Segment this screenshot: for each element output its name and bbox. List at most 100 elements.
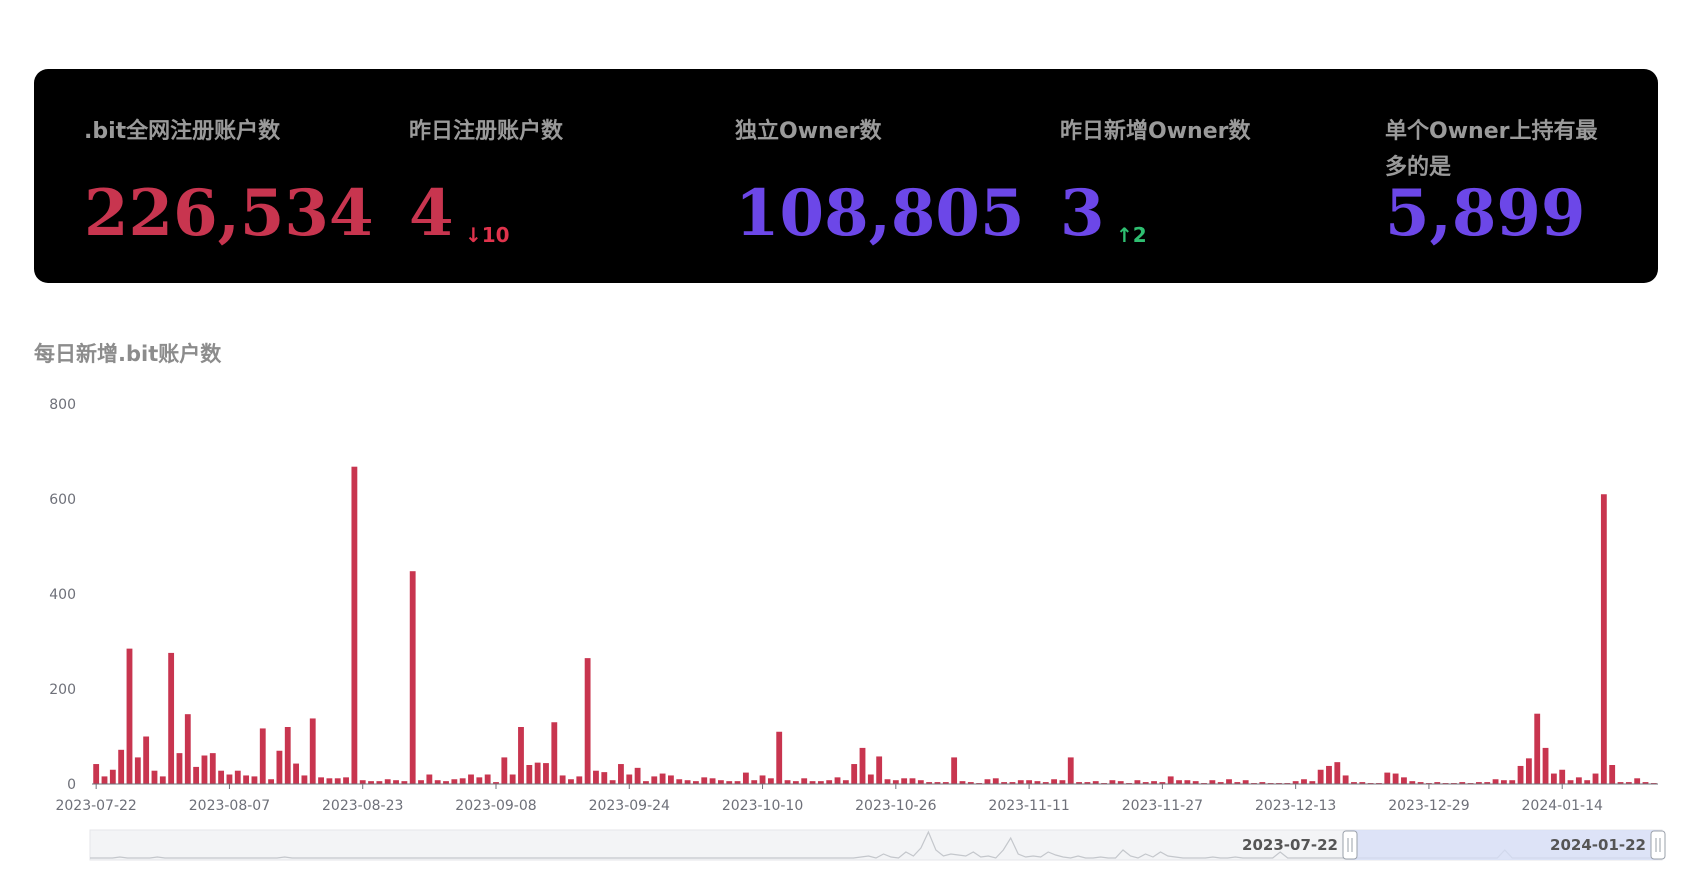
bar[interactable] (651, 776, 658, 784)
bar[interactable] (326, 778, 333, 784)
bar[interactable] (201, 755, 208, 785)
bar[interactable] (101, 776, 108, 784)
bar[interactable] (443, 781, 449, 784)
bar[interactable] (359, 780, 366, 784)
bar[interactable] (1059, 780, 1066, 784)
bar[interactable] (1034, 781, 1041, 784)
bar[interactable] (751, 780, 758, 784)
bar[interactable] (1417, 782, 1424, 784)
bar[interactable] (1492, 779, 1499, 784)
bar[interactable] (451, 779, 458, 784)
bar[interactable] (468, 774, 474, 785)
bar[interactable] (1292, 781, 1299, 784)
bar[interactable] (676, 779, 683, 784)
bar[interactable] (318, 777, 324, 784)
bar[interactable] (243, 775, 250, 784)
bar[interactable] (1092, 781, 1099, 784)
bar[interactable] (126, 648, 133, 785)
bar[interactable] (901, 778, 908, 784)
bar[interactable] (551, 722, 558, 784)
bar[interactable] (1359, 782, 1366, 784)
bar[interactable] (1142, 782, 1149, 784)
bar[interactable] (159, 776, 166, 784)
bar[interactable] (1592, 773, 1599, 784)
bar[interactable] (801, 778, 808, 784)
bar[interactable] (634, 767, 641, 784)
bar[interactable] (659, 773, 666, 784)
bar[interactable] (176, 753, 183, 785)
bar[interactable] (1625, 782, 1632, 784)
bar[interactable] (1001, 782, 1008, 784)
bar[interactable] (1009, 782, 1016, 784)
bar[interactable] (401, 781, 408, 784)
bar[interactable] (1117, 781, 1124, 784)
bar[interactable] (909, 778, 916, 784)
bar[interactable] (1534, 713, 1541, 784)
bar[interactable] (251, 776, 258, 784)
bar[interactable] (1159, 782, 1166, 784)
bar[interactable] (284, 727, 291, 784)
bar[interactable] (193, 766, 200, 784)
bar[interactable] (559, 775, 566, 784)
bar[interactable] (1109, 780, 1116, 784)
bar[interactable] (926, 782, 933, 784)
bar[interactable] (734, 781, 741, 784)
zoom-handle-end[interactable] (1650, 830, 1666, 860)
bar[interactable] (892, 780, 899, 784)
bar[interactable] (1317, 769, 1324, 784)
bar[interactable] (1134, 780, 1141, 784)
bar[interactable] (459, 778, 466, 784)
zoom-handle-start[interactable] (1342, 830, 1358, 860)
bar[interactable] (1067, 757, 1074, 784)
bar[interactable] (543, 763, 549, 784)
bar[interactable] (1226, 779, 1232, 784)
bar[interactable] (584, 658, 591, 785)
bar[interactable] (1234, 782, 1241, 784)
bar[interactable] (876, 756, 883, 784)
bar[interactable] (1309, 781, 1316, 784)
bar[interactable] (568, 779, 574, 784)
bar[interactable] (792, 781, 799, 784)
bar[interactable] (526, 765, 533, 784)
bar[interactable] (809, 781, 816, 784)
bar[interactable] (593, 770, 599, 784)
bar[interactable] (1026, 780, 1033, 784)
bar[interactable] (1409, 781, 1416, 784)
zoom-selection[interactable] (1350, 830, 1658, 860)
bar[interactable] (1076, 782, 1082, 784)
bar[interactable] (742, 772, 749, 784)
bar[interactable] (118, 749, 125, 784)
bar[interactable] (776, 731, 783, 784)
bar[interactable] (668, 775, 674, 784)
bar[interactable] (1525, 758, 1532, 784)
bar[interactable] (784, 780, 791, 784)
bar[interactable] (1017, 780, 1024, 784)
bar[interactable] (276, 750, 283, 784)
bar[interactable] (1509, 780, 1516, 784)
bar[interactable] (409, 571, 416, 784)
bar[interactable] (434, 780, 441, 784)
bar[interactable] (959, 781, 966, 784)
bar[interactable] (393, 780, 399, 784)
bar[interactable] (268, 779, 275, 784)
bar[interactable] (1342, 775, 1349, 784)
bar[interactable] (967, 782, 974, 784)
bar[interactable] (1392, 773, 1399, 784)
bar[interactable] (1042, 782, 1049, 784)
bar[interactable] (109, 769, 116, 784)
bar[interactable] (601, 772, 608, 785)
bar[interactable] (226, 774, 233, 785)
bar[interactable] (884, 779, 891, 784)
bar[interactable] (1459, 782, 1466, 784)
bar[interactable] (1259, 782, 1266, 784)
bar[interactable] (1575, 777, 1582, 784)
bar[interactable] (259, 728, 266, 784)
bar[interactable] (1401, 777, 1407, 784)
bar[interactable] (493, 782, 499, 784)
bar[interactable] (692, 781, 699, 784)
bar[interactable] (851, 764, 858, 784)
bar[interactable] (293, 763, 299, 784)
bar[interactable] (484, 774, 491, 785)
bar[interactable] (1184, 780, 1191, 784)
bar[interactable] (1550, 773, 1557, 784)
